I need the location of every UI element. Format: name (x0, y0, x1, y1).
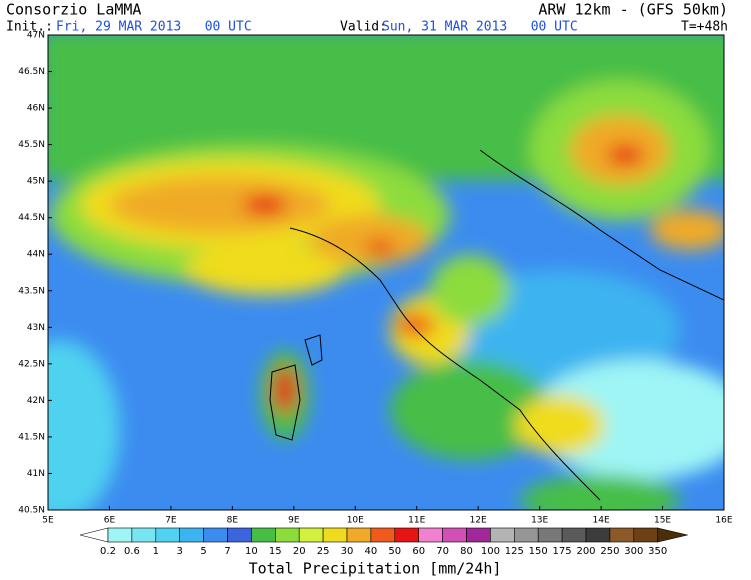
colorbar-label: 60 (412, 546, 425, 557)
colorbar-box (513, 527, 539, 543)
lon-label: 15E (654, 516, 671, 526)
lon-label: 10E (347, 516, 364, 526)
valid-label: Valid: (340, 20, 387, 35)
lat-label: 42N (27, 396, 45, 406)
colorbar-box (322, 527, 348, 543)
colorbar-label: 25 (317, 546, 330, 557)
lat-label: 45.5N (18, 140, 45, 150)
lon-label: 13E (531, 516, 548, 526)
colorbar-box (466, 527, 491, 543)
colorbar-high (657, 527, 688, 543)
colorbar-box (346, 527, 372, 543)
colorbar-box (442, 527, 467, 543)
colorbar-label: 250 (600, 546, 619, 557)
lead-time: T=+48h (681, 20, 728, 35)
title: Consorzio LaMMA (6, 1, 141, 19)
lat-label: 41N (27, 469, 45, 479)
colorbar-low (79, 527, 109, 543)
colorbar-box (227, 527, 252, 543)
colorbar-label: 70 (436, 546, 449, 557)
colorbar-box (394, 527, 419, 543)
colorbar-label: 5 (200, 546, 206, 557)
colorbar-label: 30 (341, 546, 354, 557)
colorbar-label: 50 (388, 546, 401, 557)
lon-label: 12E (470, 516, 487, 526)
lon-label: 5E (42, 516, 54, 526)
colorbar-box (203, 527, 228, 543)
colorbar-label: 200 (576, 546, 595, 557)
colorbar-box (298, 527, 324, 543)
lat-label: 44N (27, 250, 45, 260)
colorbar-label: 10 (245, 546, 258, 557)
colorbar-box (585, 527, 611, 543)
colorbar-label: 0.2 (100, 546, 116, 557)
lon-label: 6E (104, 516, 116, 526)
lat-label: 46.5N (18, 67, 45, 77)
colorbar-label: 3 (177, 546, 183, 557)
colorbar-label: 300 (624, 546, 643, 557)
colorbar-label: 100 (481, 546, 500, 557)
colorbar-label: 80 (460, 546, 473, 557)
model: ARW 12km - (GFS 50km) (538, 1, 728, 19)
colorbar-box (155, 527, 181, 543)
colorbar-label: 7 (224, 546, 230, 557)
lat-label: 43.5N (18, 286, 45, 296)
colorbar-box (370, 527, 396, 543)
colorbar-box (537, 527, 563, 543)
colorbar-caption: Total Precipitation [mm/24h] (249, 560, 502, 578)
colorbar-label: 175 (553, 546, 572, 557)
colorbar-box (107, 527, 133, 543)
lat-label: 41.5N (18, 432, 45, 442)
lat-label: 43N (27, 323, 45, 333)
colorbar-box (609, 527, 635, 543)
lat-label: 46N (27, 104, 45, 114)
colorbar-label: 125 (505, 546, 524, 557)
lat-label: 45N (27, 177, 45, 187)
init-label: Init.: (6, 20, 53, 35)
colorbar-box (418, 527, 443, 543)
colorbar-label: 350 (648, 546, 667, 557)
precip-field (48, 35, 724, 510)
lon-label: 8E (227, 516, 239, 526)
valid-date: Sun, 31 MAR 2013 00 UTC (382, 20, 578, 35)
lon-label: 9E (288, 516, 300, 526)
colorbar-label: 15 (269, 546, 282, 557)
colorbar-label: 40 (365, 546, 378, 557)
lon-label: 14E (593, 516, 610, 526)
colorbar-box (561, 527, 587, 543)
lon-label: 16E (715, 516, 732, 526)
colorbar-label: 20 (293, 546, 306, 557)
colorbar-label: 1 (153, 546, 159, 557)
colorbar-box (179, 527, 204, 543)
lon-label: 7E (165, 516, 177, 526)
colorbar-box (274, 527, 300, 543)
colorbar-label: 150 (529, 546, 548, 557)
lat-label: 47N (27, 31, 45, 41)
init-date: Fri, 29 MAR 2013 00 UTC (56, 20, 252, 35)
lat-label: 42.5N (18, 359, 45, 369)
map-frame (47, 34, 725, 511)
lat-label: 40.5N (18, 506, 45, 516)
colorbar-box (251, 527, 276, 543)
colorbar-box (131, 527, 157, 543)
lon-label: 11E (408, 516, 425, 526)
lat-label: 44.5N (18, 213, 45, 223)
colorbar-label: 0.6 (124, 546, 140, 557)
colorbar-box (490, 527, 515, 543)
colorbar-box (633, 527, 658, 543)
